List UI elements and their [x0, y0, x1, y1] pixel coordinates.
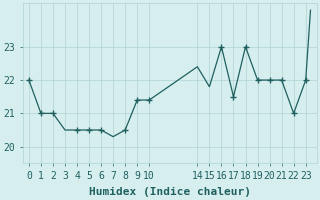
X-axis label: Humidex (Indice chaleur): Humidex (Indice chaleur)	[89, 186, 251, 197]
